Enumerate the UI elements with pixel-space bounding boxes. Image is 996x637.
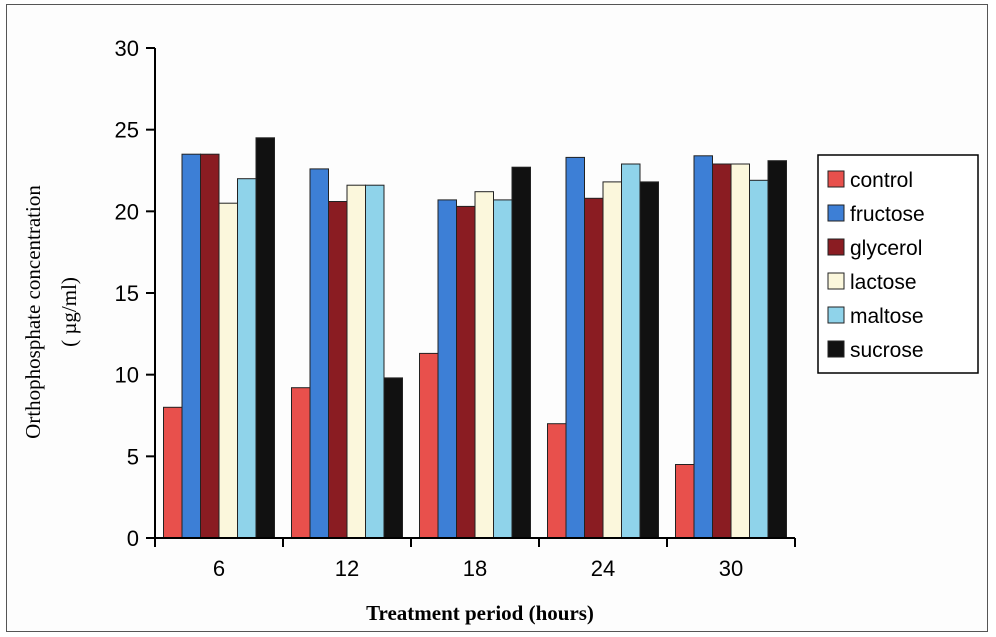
legend-label-control: control — [850, 169, 913, 192]
bar-maltose-24 — [621, 163, 641, 539]
y-tick-label: 30 — [115, 36, 139, 61]
x-axis: 6 12 18 24 30 — [154, 537, 796, 581]
y-axis-title-line2: ( µg/ml) — [57, 277, 81, 347]
bar-sucrose-6 — [255, 137, 275, 539]
legend-label-sucrose: sucrose — [850, 339, 924, 362]
legend-swatch-glycerol — [827, 238, 845, 256]
legend-label-maltose: maltose — [850, 305, 924, 328]
bar-fructose-24 — [565, 156, 585, 539]
y-tick-label: 10 — [115, 363, 139, 388]
bar-sucrose-12 — [383, 377, 403, 539]
bar-control-6 — [163, 406, 183, 539]
y-tick-label: 0 — [127, 526, 139, 551]
legend-swatch-sucrose — [827, 340, 845, 358]
bar-fructose-6 — [181, 153, 201, 539]
bar-maltose-12 — [365, 184, 385, 539]
bar-glycerol-24 — [584, 197, 604, 539]
x-axis-title: Treatment period (hours) — [366, 601, 594, 625]
x-tick-label: 6 — [213, 556, 225, 581]
legend-box — [817, 154, 979, 374]
legend-label-fructose: fructose — [850, 203, 925, 226]
y-tick-label: 5 — [127, 444, 139, 469]
bar-sucrose-30 — [767, 160, 787, 539]
y-axis-title-line1: Orthophosphate concentration — [21, 185, 45, 439]
bar-fructose-12 — [309, 168, 329, 539]
y-tick-label: 25 — [115, 118, 139, 143]
x-tick-label: 30 — [719, 556, 743, 581]
legend-label-glycerol: glycerol — [850, 237, 922, 260]
x-tick-label: 18 — [463, 556, 487, 581]
bar-lactose-24 — [602, 181, 622, 539]
bar-maltose-18 — [493, 199, 513, 539]
bar-lactose-6 — [218, 202, 238, 539]
x-tick-label: 12 — [335, 556, 359, 581]
legend-label-lactose: lactose — [850, 271, 917, 294]
bar-lactose-18 — [474, 191, 494, 539]
bar-control-18 — [419, 352, 439, 539]
x-tick-label: 24 — [591, 556, 615, 581]
bar-sucrose-18 — [511, 166, 531, 539]
bar-maltose-6 — [237, 178, 257, 539]
bar-control-24 — [547, 423, 567, 539]
bar-fructose-18 — [437, 199, 457, 539]
bar-lactose-30 — [730, 163, 750, 539]
legend-swatch-lactose — [827, 272, 845, 290]
legend-swatch-control — [827, 170, 845, 188]
bar-glycerol-6 — [200, 153, 220, 539]
bar-maltose-30 — [749, 179, 769, 539]
y-tick-label: 15 — [115, 281, 139, 306]
y-tick-label: 20 — [115, 199, 139, 224]
bar-lactose-12 — [346, 184, 366, 539]
bar-sucrose-24 — [639, 181, 659, 539]
legend-swatch-fructose — [827, 204, 845, 222]
bar-glycerol-18 — [456, 205, 476, 539]
bar-glycerol-12 — [328, 201, 348, 539]
bar-fructose-30 — [693, 155, 713, 539]
y-axis: 0 5 10 15 20 25 30 — [115, 36, 156, 551]
plot-area — [163, 137, 787, 539]
legend-swatch-maltose — [827, 306, 845, 324]
bar-glycerol-30 — [712, 163, 732, 539]
legend: control fructose glycerol lactose maltose suc… — [817, 154, 979, 374]
bar-control-30 — [675, 464, 695, 539]
bar-control-12 — [291, 387, 311, 539]
